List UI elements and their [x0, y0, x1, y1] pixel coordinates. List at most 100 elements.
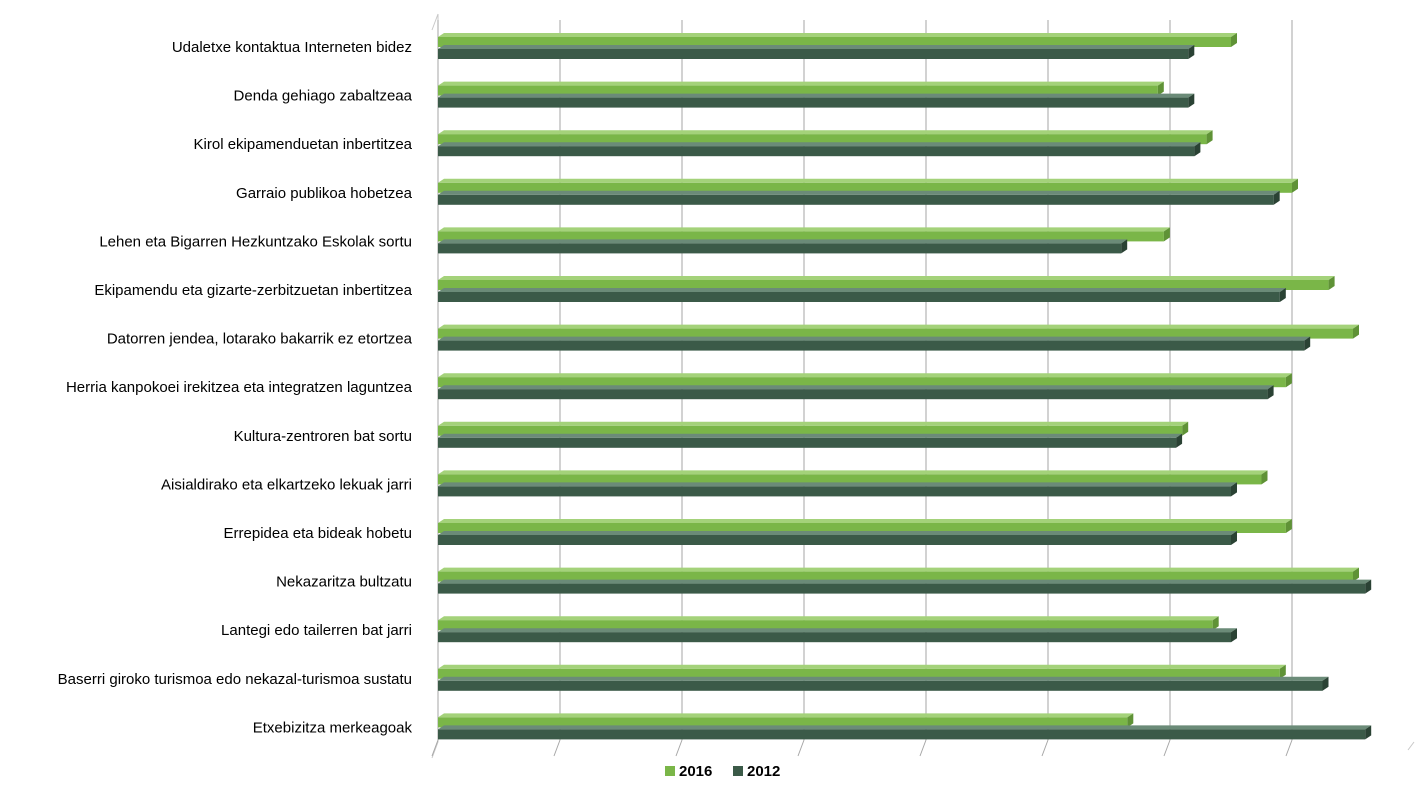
category-label: Nekazaritza bultzatu [276, 574, 412, 591]
bar-2016-side [1206, 130, 1213, 145]
bar-2016 [438, 571, 1353, 582]
bar-2016-top [438, 33, 1237, 37]
bar-2012-side [1273, 190, 1280, 205]
bar-2012 [438, 146, 1195, 157]
category-label: Udaletxe kontaktua Interneten bidez [172, 39, 412, 56]
bar-2012-side [1365, 725, 1372, 740]
bar-2012 [438, 535, 1231, 545]
bar-2012-side [1231, 531, 1237, 545]
bar-2016 [438, 377, 1286, 388]
category-label: Herria kanpokoei irekitzea eta integratz… [66, 379, 413, 396]
top-corner [431, 13, 439, 31]
legend-swatch-2012 [733, 766, 743, 776]
bar-2016-side [1285, 373, 1292, 388]
category-label: Aisialdirako eta elkartzeko lekuak jarri [161, 476, 412, 493]
bar-2012-top [438, 579, 1372, 584]
bar-2012-top [438, 142, 1201, 147]
bar-2016 [438, 231, 1164, 242]
bar-2016-top [438, 373, 1292, 378]
category-label: Datorren jendea, lotarako bakarrik ez et… [107, 331, 413, 348]
legend-label-2012: 2012 [747, 763, 780, 780]
bar-2016-side [1261, 470, 1268, 485]
floor-corner [431, 741, 439, 759]
bar-2016-top [438, 130, 1213, 135]
category-label: Denda gehiago zabaltzeaa [234, 88, 413, 105]
bar-2012-side [1176, 433, 1183, 448]
bar-2016-top [438, 664, 1286, 669]
bar-2012-side [1365, 579, 1372, 594]
gridline-floor-tick [431, 739, 439, 757]
bar-2016-top [438, 178, 1298, 183]
bar-2016 [438, 85, 1158, 96]
bar-2016-top [438, 616, 1219, 621]
bar-2012 [438, 680, 1323, 691]
bar-2016-top [438, 470, 1268, 475]
category-label: Ekipamendu eta gizarte-zerbitzuetan inbe… [94, 282, 412, 299]
category-label: Errepidea eta bideak hobetu [224, 525, 412, 542]
bar-2016-side [1182, 421, 1189, 436]
bar-2012 [438, 437, 1177, 448]
category-label: Etxebizitza merkeagoak [253, 719, 413, 736]
bar-2012-side [1267, 385, 1274, 400]
category-label: Baserri giroko turismoa edo nekazal-turi… [58, 671, 412, 688]
bar-2016-side [1285, 519, 1292, 533]
bar-2012-top [438, 45, 1195, 49]
bar-2012-top [438, 93, 1195, 98]
bar-2016-side [1212, 616, 1219, 631]
bar-2016-side [1157, 81, 1164, 96]
legend-swatch-2016 [665, 766, 675, 776]
bar-2012-side [1231, 628, 1237, 643]
bar-2012-side [1322, 676, 1329, 691]
bar-2016-side [1163, 227, 1170, 242]
bar-2016-top [438, 324, 1359, 329]
category-label: Kirol ekipamenduetan inbertitzea [194, 136, 413, 153]
bar-2012-top [438, 531, 1237, 535]
right-floor-corner [1407, 741, 1415, 751]
bar-2012-side [1231, 482, 1237, 497]
bar-2012 [438, 243, 1122, 254]
bar-2012-side [1121, 239, 1128, 254]
bar-2016 [438, 182, 1292, 193]
gridline-floor-tick [797, 739, 805, 757]
gridline-floor-tick [553, 739, 561, 757]
gridline-floor-tick [675, 739, 683, 757]
bar-2016-top [438, 421, 1189, 426]
bar-2016-side [1127, 713, 1134, 728]
gridline-floor-tick [1163, 739, 1171, 757]
bar-2012 [438, 340, 1305, 351]
bar-2012 [438, 632, 1231, 643]
bar-2016 [438, 474, 1262, 485]
bar-2012-side [1194, 142, 1201, 157]
bar-2012-top [438, 385, 1274, 390]
bar-2016 [438, 425, 1183, 436]
bar-2016 [438, 328, 1353, 339]
bar-2016-top [438, 519, 1292, 523]
gridline-floor-tick [919, 739, 927, 757]
bar-2012-top [438, 288, 1286, 292]
bar-2012-top [438, 190, 1280, 195]
bar-2016 [438, 620, 1213, 631]
bar-2016 [438, 37, 1231, 47]
bar-2012-side [1188, 45, 1195, 59]
bar-2016-side [1231, 33, 1237, 47]
bar-2016-side [1279, 664, 1286, 679]
legend-label-2016: 2016 [679, 763, 712, 780]
bar-2012 [438, 97, 1189, 108]
category-label: Lehen eta Bigarren Hezkuntzako Eskolak s… [99, 233, 412, 250]
bar-2016 [438, 668, 1280, 679]
bar-2012-top [438, 725, 1372, 730]
bar-2012 [438, 729, 1366, 740]
bar-2016-top [438, 713, 1134, 718]
category-label: Kultura-zentroren bat sortu [234, 428, 412, 445]
bar-2016-side [1353, 324, 1359, 339]
gridline-floor-tick [1285, 739, 1293, 757]
bar-2016-top [438, 227, 1170, 232]
bar-2016-side [1328, 276, 1335, 290]
bar-2012-top [438, 676, 1329, 681]
bar-2012 [438, 49, 1189, 59]
gridline-floor-tick [1041, 739, 1049, 757]
bar-2012 [438, 292, 1280, 302]
bar-2012-top [438, 482, 1237, 487]
